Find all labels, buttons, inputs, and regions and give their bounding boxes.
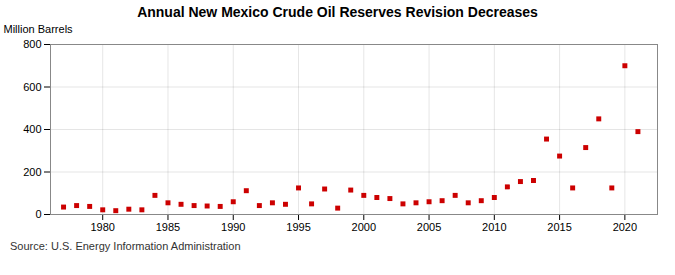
svg-text:400: 400	[23, 123, 41, 135]
svg-text:200: 200	[23, 166, 41, 178]
svg-text:2000: 2000	[352, 221, 376, 233]
svg-text:2005: 2005	[417, 221, 441, 233]
html-text:Source: U.S. Energy Informatio: Source: U.S. Energy Information Administ…	[10, 240, 241, 252]
svg-text:800: 800	[23, 38, 41, 50]
svg-text:1980: 1980	[90, 221, 114, 233]
svg-text:2015: 2015	[547, 221, 571, 233]
svg-text:Million Barrels: Million Barrels	[4, 23, 74, 35]
svg-text:600: 600	[23, 81, 41, 93]
svg-text:0: 0	[35, 208, 41, 220]
svg-text:1990: 1990	[221, 221, 245, 233]
svg-text:1985: 1985	[156, 221, 180, 233]
svg-text:2020: 2020	[613, 221, 637, 233]
html-text:Annual New Mexico Crude Oil Re: Annual New Mexico Crude Oil Reserves Rev…	[137, 4, 538, 20]
svg-text:1995: 1995	[286, 221, 310, 233]
svg-text:2010: 2010	[482, 221, 506, 233]
